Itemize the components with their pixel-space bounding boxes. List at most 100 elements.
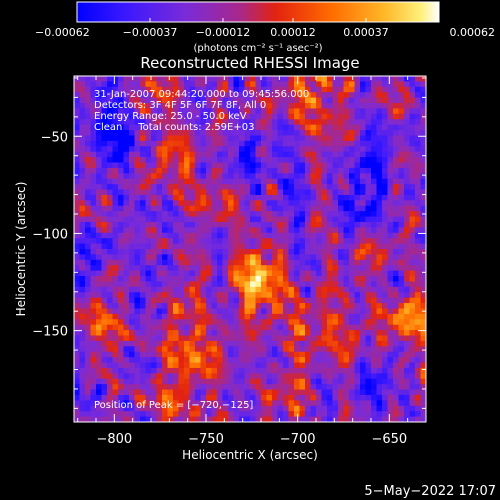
heatmap-cell [398, 146, 405, 153]
heatmap-cell [420, 157, 426, 164]
heatmap-cell [415, 135, 422, 142]
heatmap-cell [409, 416, 416, 422]
heatmap-cell [277, 119, 284, 126]
heatmap-cell [371, 108, 378, 115]
heatmap-cell [178, 135, 185, 142]
heatmap-cell [189, 119, 196, 126]
heatmap-cell [90, 367, 97, 374]
heatmap-cell [217, 259, 224, 266]
heatmap-cell [305, 313, 312, 320]
heatmap-cell [134, 151, 141, 158]
heatmap-cell [376, 265, 383, 272]
heatmap-cell [228, 324, 235, 331]
heatmap-cell [195, 286, 202, 293]
heatmap-cell [162, 346, 169, 353]
heatmap-cell [79, 346, 86, 353]
heatmap-cell [376, 157, 383, 164]
heatmap-cell [222, 194, 229, 201]
heatmap-cell [211, 151, 218, 158]
heatmap-cell [74, 324, 81, 331]
annotation-detectors: Detectors: 3F 4F 5F 6F 7F 8F, All 0 [94, 100, 266, 111]
heatmap-cell [261, 130, 268, 137]
heatmap-cell [398, 351, 405, 358]
heatmap-cell [349, 416, 356, 422]
heatmap-cell [140, 232, 147, 239]
heatmap-cell [228, 146, 235, 153]
heatmap-cell [266, 189, 273, 196]
heatmap-cell [272, 324, 279, 331]
heatmap-cell [261, 389, 268, 396]
heatmap-cell [283, 384, 290, 391]
heatmap-cell [129, 157, 136, 164]
heatmap-cell [156, 394, 163, 401]
heatmap-cell [211, 357, 218, 364]
heatmap-cell [96, 335, 103, 342]
heatmap-cell [327, 319, 334, 326]
heatmap-cell [195, 113, 202, 120]
heatmap-cell [189, 319, 196, 326]
heatmap-cell [79, 140, 86, 147]
heatmap-cell [222, 227, 229, 234]
heatmap-cell [305, 238, 312, 245]
heatmap-cell [316, 162, 323, 169]
heatmap-cell [79, 367, 86, 374]
heatmap-cell [250, 103, 257, 110]
heatmap-cell [184, 400, 191, 407]
heatmap-cell [123, 146, 130, 153]
heatmap-cell [79, 178, 86, 185]
heatmap-cell [79, 243, 86, 250]
heatmap-cell [404, 216, 411, 223]
heatmap-cell [365, 140, 372, 147]
heatmap-cell [156, 184, 163, 191]
heatmap-cell [305, 200, 312, 207]
heatmap-cell [272, 140, 279, 147]
heatmap-cell [173, 200, 180, 207]
heatmap-cell [343, 292, 350, 299]
heatmap-cell [398, 130, 405, 137]
heatmap-cell [134, 140, 141, 147]
heatmap-cell [211, 189, 218, 196]
heatmap-cell [184, 335, 191, 342]
heatmap-cell [305, 411, 312, 418]
heatmap-cell [272, 76, 279, 83]
heatmap-cell [283, 319, 290, 326]
heatmap-cell [118, 86, 125, 93]
heatmap-cell [244, 135, 251, 142]
heatmap-cell [162, 389, 169, 396]
heatmap-cell [228, 173, 235, 180]
heatmap-cell [360, 184, 367, 191]
heatmap-cell [360, 297, 367, 304]
heatmap-cell [233, 243, 240, 250]
heatmap-cell [145, 227, 152, 234]
heatmap-cell [85, 270, 92, 277]
heatmap-cell [349, 378, 356, 385]
heatmap-cell [228, 130, 235, 137]
heatmap-cell [310, 86, 317, 93]
heatmap-cell [299, 367, 306, 374]
heatmap-cell [140, 373, 147, 380]
heatmap-cell [178, 151, 185, 158]
heatmap-cell [85, 384, 92, 391]
heatmap-cell [90, 184, 97, 191]
heatmap-cell [338, 162, 345, 169]
heatmap-cell [332, 140, 339, 147]
heatmap-cell [321, 243, 328, 250]
heatmap-cell [250, 146, 257, 153]
heatmap-cell [398, 167, 405, 174]
heatmap-cell [272, 184, 279, 191]
heatmap-cell [420, 249, 426, 256]
heatmap-cell [96, 373, 103, 380]
heatmap-cell [316, 265, 323, 272]
heatmap-cell [415, 384, 422, 391]
x-tick-label: −700 [280, 432, 316, 447]
heatmap-cell [288, 205, 295, 212]
heatmap-cell [123, 135, 130, 142]
heatmap-cell [250, 394, 257, 401]
heatmap-cell [310, 319, 317, 326]
heatmap-cell [349, 249, 356, 256]
heatmap-cell [415, 124, 422, 131]
heatmap-cell [90, 335, 97, 342]
heatmap-cell [382, 76, 389, 83]
heatmap-cell [365, 146, 372, 153]
heatmap-cell [288, 146, 295, 153]
